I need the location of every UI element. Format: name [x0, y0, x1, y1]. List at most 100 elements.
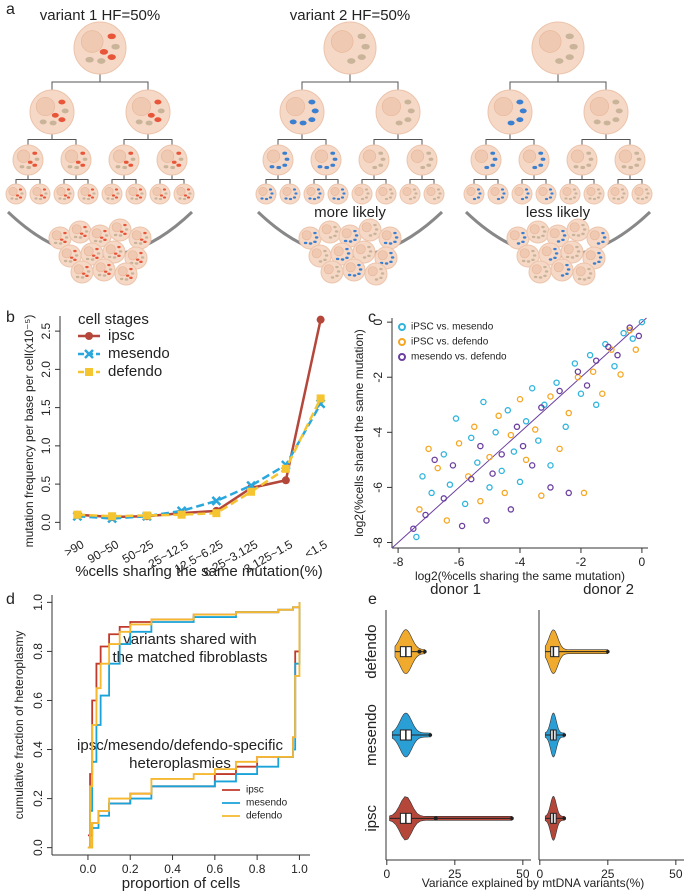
mitochondrion — [81, 272, 86, 275]
mitochondrion — [84, 230, 89, 233]
nucleus — [355, 244, 366, 255]
mitochondrion — [163, 165, 169, 169]
mitochondrion — [268, 196, 273, 199]
point — [477, 497, 484, 505]
mitochondrion — [38, 197, 43, 201]
legend-label: iPSC vs. mesendo — [411, 322, 494, 333]
mitochondrion — [340, 196, 345, 199]
mitochondrion — [357, 272, 361, 276]
mitochondrion — [112, 256, 117, 259]
outcome-label: less likely — [526, 204, 591, 221]
mitochondrion — [144, 236, 149, 239]
x-tick-label: -2 — [576, 555, 587, 569]
mitochondrion — [62, 197, 67, 201]
mitochondrion — [581, 232, 585, 236]
mitochondrion — [58, 242, 63, 245]
point — [452, 415, 460, 422]
mitochondrion — [389, 251, 393, 255]
mitochondrion — [476, 188, 481, 191]
mitochondrion — [63, 231, 67, 235]
mitochondrion — [588, 157, 594, 161]
annotation: variants shared with — [123, 631, 256, 648]
point — [547, 484, 554, 491]
mitochondrion — [80, 276, 85, 279]
mitochondrion — [61, 108, 69, 114]
mitochondrion — [335, 265, 339, 269]
nucleus — [563, 244, 574, 255]
mitochondrion — [336, 270, 341, 273]
mitochondrion — [472, 197, 477, 201]
point — [316, 315, 325, 324]
tree-link — [123, 175, 137, 184]
point — [477, 442, 484, 450]
mitochondrion — [99, 236, 104, 239]
mitochondrion — [597, 260, 601, 264]
mitochondrion — [75, 160, 81, 164]
mitochondrion — [85, 265, 89, 269]
tree-link — [301, 74, 351, 90]
x-tick-label: 0.0 — [80, 862, 97, 876]
mitochondrion — [34, 197, 38, 200]
mitochondrion — [420, 165, 426, 170]
point — [73, 510, 82, 519]
nucleus — [117, 266, 128, 277]
mitochondrion — [634, 151, 640, 155]
point — [516, 478, 524, 486]
mitochondrion — [541, 225, 545, 229]
tree-link — [581, 175, 595, 184]
mitochondrion — [171, 160, 177, 164]
nucleus — [402, 187, 412, 197]
mitochondrion — [139, 238, 144, 241]
legend-marker — [398, 353, 406, 361]
tree-link — [27, 134, 53, 145]
annotation: heteroplasmies — [129, 755, 231, 772]
mitochondrion — [176, 163, 182, 167]
mitochondrion — [130, 157, 136, 161]
mitochondrion — [343, 239, 348, 243]
mitochondrion — [581, 223, 585, 227]
point — [495, 412, 502, 420]
legend-marker — [85, 332, 93, 340]
mitochondrion — [555, 58, 564, 64]
y-tick-label: -2 — [371, 372, 385, 383]
point — [611, 362, 618, 370]
nucleus — [474, 149, 489, 163]
mitochondrion — [588, 197, 592, 200]
point — [419, 473, 426, 480]
mitochondrion — [42, 188, 47, 191]
mitochondrion — [128, 151, 134, 155]
mitochondrion — [622, 192, 626, 195]
x-tick-label: 0 — [536, 867, 543, 881]
nucleus — [73, 264, 84, 275]
mitochondrion — [138, 196, 143, 199]
mitochondrion — [436, 196, 441, 199]
mitochondrion — [316, 196, 321, 199]
mitochondrion — [561, 238, 565, 242]
mitochondrion — [260, 197, 264, 200]
mitochondrion — [117, 245, 121, 249]
mitochondrion — [123, 160, 129, 164]
nucleus — [311, 248, 322, 259]
mitochondrion — [27, 160, 33, 164]
point — [577, 390, 585, 397]
annotation: the matched fibroblasts — [112, 649, 267, 666]
nucleus — [610, 187, 620, 197]
point — [556, 445, 563, 453]
mitochondrion — [597, 251, 601, 255]
x-tick-label: 50 — [669, 867, 683, 881]
mitochondrion — [519, 108, 527, 114]
point — [489, 470, 496, 477]
tree-link — [27, 175, 41, 184]
mitochondrion — [373, 232, 377, 236]
tree-link — [617, 175, 631, 184]
mitochondrion — [67, 165, 73, 169]
point — [519, 442, 527, 450]
diagram-label: variant 2 HF=50% — [290, 7, 410, 24]
mitochondrion — [516, 117, 524, 123]
mitochondrion — [15, 194, 20, 197]
mitochondrion — [154, 197, 158, 200]
nucleus — [410, 149, 425, 163]
nucleus — [160, 149, 175, 163]
y-axis-label: mutation frequency per base per cell(x10… — [22, 315, 36, 548]
nucleus — [426, 187, 436, 197]
